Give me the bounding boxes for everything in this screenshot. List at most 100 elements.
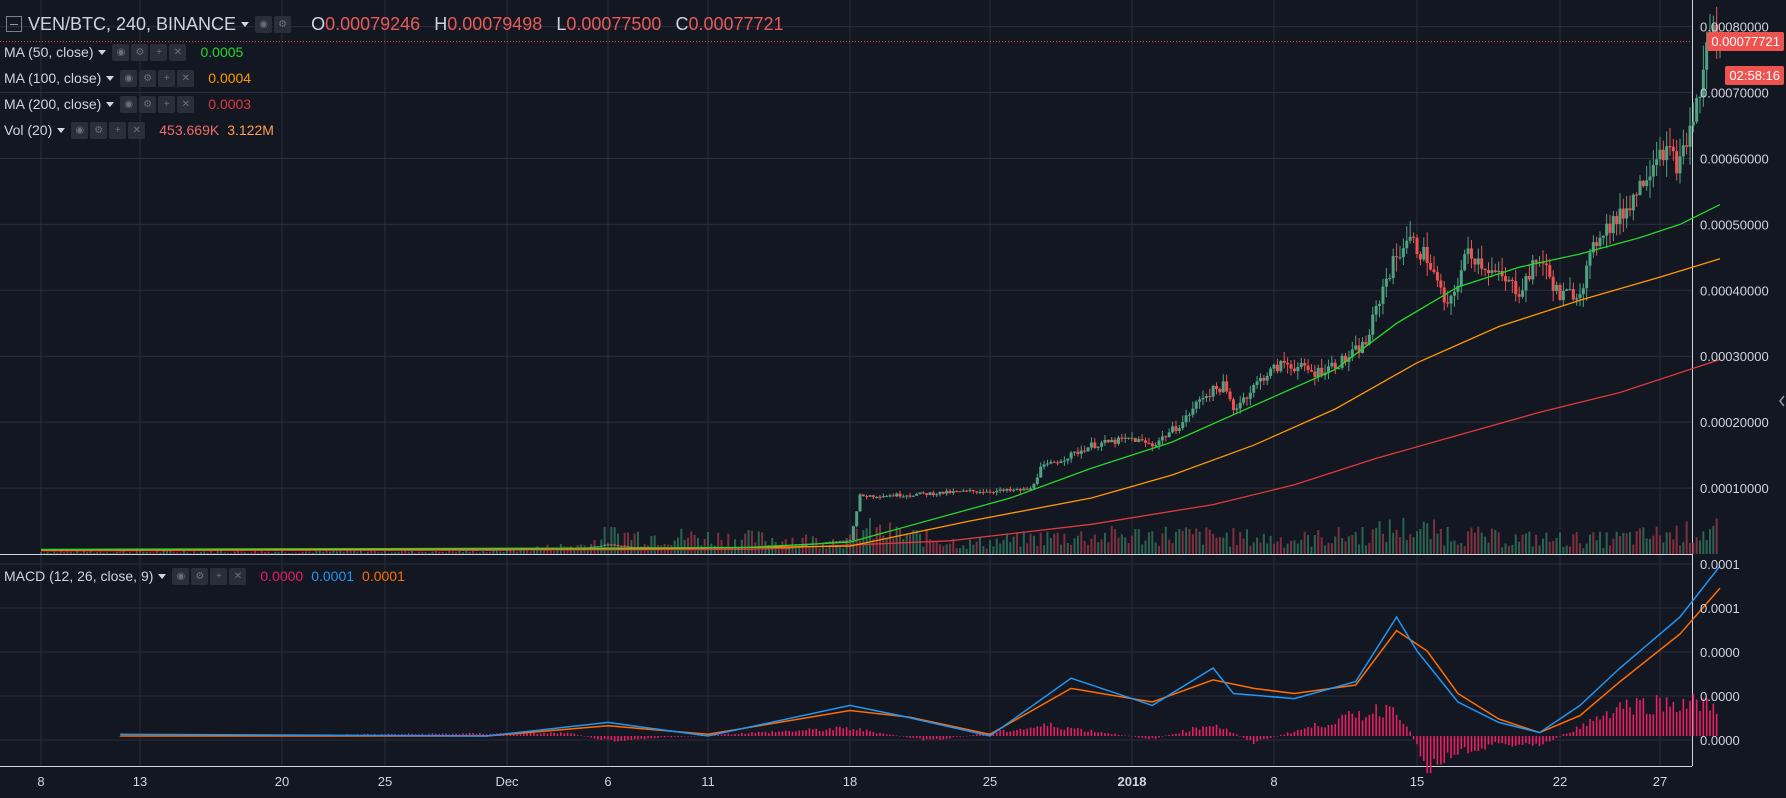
eye-icon[interactable]: ◉ <box>120 69 138 87</box>
histogram-bar <box>761 731 763 736</box>
volume-bar <box>1689 542 1691 554</box>
candle-body <box>911 495 915 497</box>
candle-body <box>1527 275 1531 280</box>
plus-icon[interactable]: + <box>109 121 127 139</box>
indicator-label[interactable]: MA (100, close) <box>4 70 102 86</box>
histogram-bar <box>1487 736 1490 745</box>
volume-bar <box>975 541 978 554</box>
plus-icon[interactable]: + <box>150 43 168 61</box>
candle-body <box>1415 237 1419 254</box>
histogram-bar <box>1426 736 1429 774</box>
volume-bar <box>353 550 356 554</box>
volume-bar <box>1283 547 1286 554</box>
candle-body <box>1164 436 1168 438</box>
volume-bar <box>1225 532 1228 554</box>
histogram-bar <box>1056 727 1059 736</box>
chevron-down-icon[interactable] <box>158 573 167 579</box>
volume-bar <box>1405 540 1408 554</box>
candle-body <box>981 492 985 494</box>
chevron-down-icon[interactable] <box>98 49 107 55</box>
plus-icon[interactable]: + <box>210 567 228 585</box>
volume-bar <box>172 551 175 554</box>
volume-bar <box>1090 538 1093 554</box>
histogram-bar <box>1709 710 1711 736</box>
indicator-label[interactable]: MA (200, close) <box>4 96 102 112</box>
volume-bar <box>366 551 369 554</box>
candle-body <box>1073 451 1077 453</box>
volume-bar <box>1303 531 1306 554</box>
histogram-bar <box>1388 706 1391 736</box>
eye-icon[interactable]: ◉ <box>112 43 130 61</box>
chevron-down-icon[interactable] <box>106 101 115 107</box>
histogram-bar <box>556 733 559 736</box>
volume-bar <box>1672 539 1675 554</box>
histogram-bar <box>1602 715 1605 736</box>
candle-body <box>1661 149 1665 161</box>
histogram-bar <box>1181 729 1184 736</box>
price-axis-label: 0.00070000 <box>1700 86 1769 101</box>
plus-icon[interactable]: + <box>158 69 176 87</box>
eye-icon[interactable]: ◉ <box>120 95 138 113</box>
chevron-left-icon[interactable] <box>1778 388 1786 414</box>
eye-icon[interactable]: ◉ <box>172 567 190 585</box>
histogram-bar <box>683 736 686 737</box>
candle-body <box>1497 270 1501 273</box>
symbol-title[interactable]: VEN/BTC, 240, BINANCE <box>28 13 237 34</box>
gear-icon[interactable]: ⚙ <box>90 121 108 139</box>
eye-icon[interactable]: ◉ <box>255 15 273 33</box>
chevron-down-icon[interactable] <box>106 75 115 81</box>
volume-bar <box>1381 533 1384 554</box>
histogram-bar <box>1016 729 1018 736</box>
volume-bar <box>1518 541 1521 554</box>
histogram-bar <box>526 732 528 736</box>
indicator-label[interactable]: Vol (20) <box>4 122 53 138</box>
candle-body <box>1120 437 1124 439</box>
close-icon[interactable]: ✕ <box>128 121 146 139</box>
volume-bar <box>1212 534 1215 554</box>
indicator-label[interactable]: MA (50, close) <box>4 44 94 60</box>
histogram-bar <box>1715 713 1718 736</box>
volume-bar <box>489 551 492 554</box>
histogram-bar <box>1491 736 1493 745</box>
candle-body <box>1337 367 1341 369</box>
volume-bar <box>250 552 253 554</box>
close-icon[interactable]: ✕ <box>177 69 195 87</box>
volume-bar <box>623 532 626 554</box>
chevron-down-icon[interactable] <box>241 21 250 27</box>
volume-bar <box>1395 529 1398 554</box>
candle-body <box>1198 399 1202 402</box>
gear-icon[interactable]: ⚙ <box>131 43 149 61</box>
macd-label[interactable]: MACD (12, 26, close, 9) <box>4 568 154 584</box>
candle-body <box>958 491 962 493</box>
close-icon[interactable]: ✕ <box>177 95 195 113</box>
volume-bar <box>1378 521 1381 554</box>
close-icon[interactable]: ✕ <box>169 43 187 61</box>
volume-bar <box>329 551 332 554</box>
volume-bar <box>1559 532 1561 554</box>
gear-icon[interactable]: ⚙ <box>139 69 157 87</box>
volume-bar <box>1147 532 1150 554</box>
volume-bar <box>257 552 260 554</box>
volume-bar <box>747 529 750 554</box>
volume-bar <box>1120 534 1123 554</box>
chevron-down-icon[interactable] <box>57 127 66 133</box>
gear-icon[interactable]: ⚙ <box>274 15 292 33</box>
volume-bar <box>734 539 737 554</box>
collapse-icon[interactable] <box>6 16 22 32</box>
volume-bar <box>196 552 199 554</box>
gear-icon[interactable]: ⚙ <box>139 95 157 113</box>
gear-icon[interactable]: ⚙ <box>191 567 209 585</box>
histogram-bar <box>431 733 434 736</box>
plus-icon[interactable]: + <box>158 95 176 113</box>
volume-bar <box>461 552 464 554</box>
histogram-bar <box>1494 736 1497 743</box>
volume-bar <box>1649 538 1651 554</box>
eye-icon[interactable]: ◉ <box>71 121 89 139</box>
close-icon[interactable]: ✕ <box>229 567 247 585</box>
histogram-bar <box>1280 734 1282 736</box>
candle-body <box>1127 437 1131 439</box>
volume-bar <box>872 538 875 554</box>
histogram-bar <box>1009 731 1012 736</box>
volume-bar <box>1161 533 1164 554</box>
